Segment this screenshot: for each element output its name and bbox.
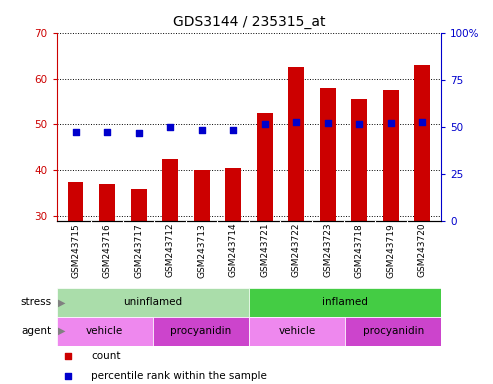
Text: uninflamed: uninflamed bbox=[123, 297, 182, 308]
Bar bbox=[288, 67, 304, 221]
Text: stress: stress bbox=[21, 297, 52, 308]
Bar bbox=[68, 182, 83, 221]
Text: GSM243722: GSM243722 bbox=[292, 223, 301, 277]
Text: ▶: ▶ bbox=[58, 326, 65, 336]
Text: GSM243715: GSM243715 bbox=[71, 223, 80, 278]
Text: agent: agent bbox=[22, 326, 52, 336]
Point bbox=[166, 124, 174, 130]
Point bbox=[350, 110, 358, 116]
Point bbox=[324, 120, 332, 126]
Text: GSM243718: GSM243718 bbox=[355, 223, 364, 278]
Text: GSM243717: GSM243717 bbox=[134, 223, 143, 278]
Text: GSM243712: GSM243712 bbox=[166, 223, 175, 278]
Bar bbox=[225, 168, 241, 221]
Text: GSM243721: GSM243721 bbox=[260, 223, 269, 278]
Text: GSM243716: GSM243716 bbox=[103, 223, 111, 278]
Bar bbox=[257, 113, 273, 221]
Bar bbox=[352, 99, 367, 221]
Bar bbox=[249, 288, 441, 317]
Text: GSM243720: GSM243720 bbox=[418, 223, 427, 278]
Point bbox=[292, 119, 300, 125]
Bar bbox=[162, 159, 178, 221]
Point bbox=[71, 129, 79, 136]
Bar bbox=[99, 184, 115, 221]
Bar bbox=[345, 317, 441, 346]
Bar bbox=[320, 88, 336, 221]
Bar bbox=[383, 90, 399, 221]
Text: vehicle: vehicle bbox=[86, 326, 123, 336]
Text: GSM243714: GSM243714 bbox=[229, 223, 238, 278]
Point bbox=[103, 129, 111, 136]
Bar bbox=[194, 170, 210, 221]
Text: count: count bbox=[91, 351, 121, 361]
Point bbox=[229, 126, 237, 132]
Bar bbox=[131, 189, 146, 221]
Text: vehicle: vehicle bbox=[279, 326, 316, 336]
Title: GDS3144 / 235315_at: GDS3144 / 235315_at bbox=[173, 15, 325, 29]
Text: procyanidin: procyanidin bbox=[170, 326, 232, 336]
Text: GSM243723: GSM243723 bbox=[323, 223, 332, 278]
Bar bbox=[57, 288, 249, 317]
Text: GSM243713: GSM243713 bbox=[197, 223, 206, 278]
Text: inflamed: inflamed bbox=[322, 297, 368, 308]
Point bbox=[419, 119, 426, 125]
Text: ▶: ▶ bbox=[58, 297, 65, 308]
Text: procyanidin: procyanidin bbox=[362, 326, 424, 336]
Point bbox=[355, 121, 363, 127]
Point bbox=[387, 120, 395, 126]
Point bbox=[261, 121, 269, 127]
Point bbox=[198, 126, 206, 132]
Point bbox=[350, 285, 358, 291]
Bar bbox=[249, 317, 345, 346]
Text: GSM243719: GSM243719 bbox=[387, 223, 395, 278]
Text: percentile rank within the sample: percentile rank within the sample bbox=[91, 371, 267, 381]
Point bbox=[135, 130, 142, 136]
Bar bbox=[415, 65, 430, 221]
Bar bbox=[57, 317, 153, 346]
Bar bbox=[153, 317, 249, 346]
